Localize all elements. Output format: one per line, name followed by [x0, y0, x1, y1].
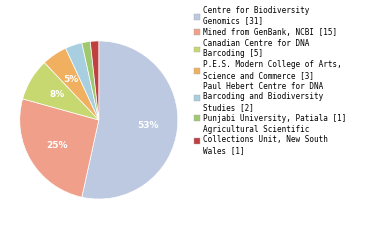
Wedge shape	[82, 42, 99, 120]
Wedge shape	[90, 41, 99, 120]
Text: 5%: 5%	[64, 75, 79, 84]
Text: 25%: 25%	[46, 141, 68, 150]
Text: 8%: 8%	[49, 90, 65, 99]
Wedge shape	[44, 48, 99, 120]
Text: 53%: 53%	[137, 121, 158, 130]
Legend: Centre for Biodiversity
Genomics [31], Mined from GenBank, NCBI [15], Canadian C: Centre for Biodiversity Genomics [31], M…	[194, 6, 346, 155]
Wedge shape	[66, 43, 99, 120]
Wedge shape	[20, 99, 99, 197]
Wedge shape	[82, 41, 178, 199]
Wedge shape	[23, 63, 99, 120]
